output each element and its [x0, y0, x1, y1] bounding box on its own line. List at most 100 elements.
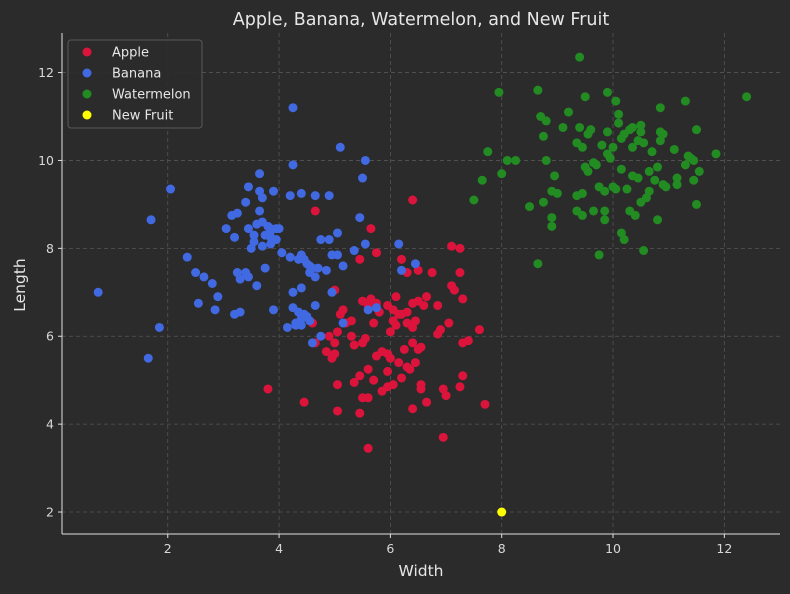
watermelon-point: [614, 109, 624, 119]
apple-point: [408, 404, 418, 414]
banana-point: [243, 224, 253, 234]
watermelon-point: [616, 164, 626, 174]
banana-point: [327, 287, 337, 297]
banana-point: [294, 254, 304, 264]
banana-point: [255, 206, 265, 216]
watermelon-point: [577, 142, 587, 152]
apple-point: [263, 384, 273, 394]
apple-point: [383, 382, 393, 392]
watermelon-point: [552, 188, 562, 198]
banana-point: [360, 239, 370, 249]
watermelon-point: [658, 129, 668, 139]
apple-point: [410, 316, 420, 326]
watermelon-point: [694, 166, 704, 176]
watermelon-point: [597, 140, 607, 150]
banana-point: [210, 305, 220, 315]
banana-point: [243, 272, 253, 282]
apple-point: [402, 307, 412, 317]
watermelon-point: [680, 96, 690, 106]
watermelon-point: [644, 166, 654, 176]
watermelon-point: [742, 92, 752, 102]
apple-point: [438, 432, 448, 442]
watermelon-point: [600, 186, 610, 196]
apple-point: [388, 316, 398, 326]
banana-point: [285, 191, 295, 201]
apple-point: [333, 406, 343, 416]
watermelon-point: [497, 169, 507, 179]
data-points: [93, 52, 752, 517]
banana-point: [191, 268, 201, 278]
apple-point: [402, 362, 412, 372]
banana-point: [394, 239, 404, 249]
y-tick-label: 12: [38, 65, 54, 80]
watermelon-point: [538, 131, 548, 141]
apple-point: [363, 443, 373, 453]
apple-point: [408, 338, 418, 348]
watermelon-point: [563, 107, 573, 117]
apple-point: [455, 243, 465, 253]
apple-point: [330, 338, 340, 348]
apple-point: [333, 327, 343, 337]
banana-point: [338, 318, 348, 328]
watermelon-point: [711, 149, 721, 159]
banana-point: [288, 160, 298, 170]
banana-point: [146, 215, 156, 225]
apple-point: [358, 338, 368, 348]
banana-point: [321, 265, 331, 275]
banana-point: [277, 248, 287, 258]
watermelon-point: [653, 162, 663, 172]
apple-point: [385, 353, 395, 363]
apple-point: [427, 268, 437, 278]
apple-point: [333, 380, 343, 390]
legend-marker-watermelon: [82, 89, 92, 99]
banana-point: [199, 272, 209, 282]
apple-point: [383, 366, 393, 376]
watermelon-point: [602, 127, 612, 137]
banana-point: [252, 281, 262, 291]
banana-point: [271, 235, 281, 245]
banana-point: [249, 230, 259, 240]
apple-point: [366, 224, 376, 234]
apple-point: [321, 347, 331, 357]
banana-point: [232, 268, 242, 278]
watermelon-point: [547, 213, 557, 223]
legend-label-banana: Banana: [112, 67, 161, 82]
x-tick-label: 8: [498, 541, 506, 556]
apple-point: [346, 331, 356, 341]
apple-point: [355, 254, 365, 264]
banana-point: [249, 237, 259, 247]
watermelon-point: [591, 160, 601, 170]
apple-point: [444, 318, 454, 328]
banana-point: [93, 287, 103, 297]
x-tick-label: 12: [716, 541, 732, 556]
banana-point: [288, 287, 298, 297]
watermelon-point: [600, 215, 610, 225]
chart-title: Apple, Banana, Watermelon, and New Fruit: [233, 10, 610, 30]
apple-point: [408, 195, 418, 205]
apple-point: [397, 254, 407, 264]
apple-point: [422, 397, 432, 407]
apple-point: [435, 325, 445, 335]
watermelon-point: [575, 122, 585, 132]
apple-point: [416, 342, 426, 352]
y-tick-label: 10: [38, 153, 54, 168]
watermelon-point: [533, 259, 543, 269]
banana-point: [296, 320, 306, 330]
watermelon-point: [655, 103, 665, 113]
banana-point: [143, 353, 153, 363]
watermelon-point: [644, 186, 654, 196]
watermelon-point: [689, 155, 699, 165]
watermelon-point: [483, 147, 493, 157]
watermelon-point: [633, 173, 643, 183]
legend-label-new-fruit: New Fruit: [112, 109, 173, 124]
banana-point: [193, 298, 203, 308]
banana-point: [305, 316, 315, 326]
apple-point: [422, 292, 432, 302]
watermelon-point: [577, 210, 587, 220]
x-tick-label: 2: [164, 541, 172, 556]
banana-point: [243, 182, 253, 192]
apple-point: [397, 373, 407, 383]
banana-point: [288, 103, 298, 113]
apple-point: [355, 408, 365, 418]
